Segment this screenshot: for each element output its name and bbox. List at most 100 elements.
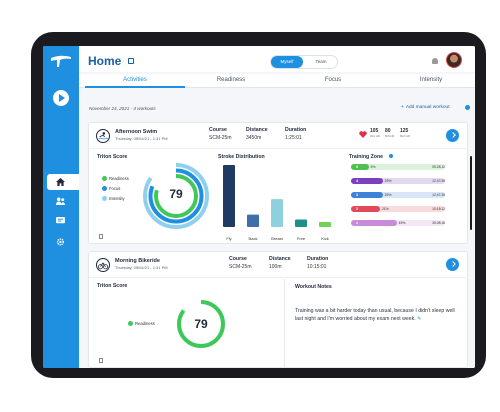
heart-icon [359, 131, 367, 138]
page-title: Home [88, 54, 122, 68]
stroke-bar-free [295, 219, 307, 227]
zone-time: 05:28:12 [432, 165, 445, 169]
zone-track [351, 164, 445, 170]
workout-datetime: Thursday, 05/04/21 - 1:31 PM [115, 265, 168, 270]
avatar[interactable] [446, 52, 462, 68]
gear-icon [56, 238, 65, 246]
zone-percent: 25% [384, 179, 392, 183]
training-zone-title: Training Zone [349, 154, 384, 160]
play-icon[interactable] [53, 90, 69, 106]
triton-score-title: Triton Score [97, 283, 128, 289]
add-manual-label: Add manual workout [405, 105, 450, 110]
stroke-bar-breast [271, 199, 283, 227]
chat-icon [56, 217, 65, 224]
users-icon [56, 197, 65, 205]
zone-percent: 25% [384, 193, 392, 197]
stroke-label-breast: Breast [271, 236, 283, 241]
triton-score-value: 79 [169, 187, 183, 201]
zone-percent: 45% [398, 221, 406, 225]
calendar-icon[interactable] [128, 58, 134, 64]
stroke-label-kick: Kick [321, 236, 329, 241]
legend-readiness[interactable]: Readiness [109, 176, 129, 181]
duration-label: Duration [307, 256, 329, 262]
zone-badge: 5 [351, 164, 369, 170]
plus-icon: + [401, 105, 404, 110]
legend-focus[interactable]: Focus [109, 186, 121, 191]
info-icon[interactable] [465, 105, 470, 110]
open-workout-button[interactable] [446, 258, 459, 271]
intensity-dot [102, 196, 107, 201]
distance-label: Distance [269, 256, 291, 262]
training-zone-row: 2 21% 10:18:12 [351, 206, 445, 212]
sidebar-item-home[interactable] [47, 174, 79, 190]
stroke-bar-kick [319, 222, 331, 227]
toggle-team[interactable]: Team [315, 59, 327, 64]
workout-notes-body: Training was a bit harder today than usu… [295, 308, 455, 322]
readiness-dot [128, 321, 133, 326]
home-icon [56, 178, 65, 186]
training-zone-list: 5 5% 05:28:12 4 25% 12:47:28 3 25% 12:47:28 2 21% 1… [351, 164, 445, 234]
tab-readiness[interactable]: Readiness [216, 77, 246, 83]
zone-track [351, 220, 445, 226]
course-value: SCM-25m [209, 135, 232, 141]
training-zone-row: 1 45% 35:08:18 [351, 220, 445, 226]
sidebar-item-messages[interactable] [43, 213, 79, 229]
workout-card-swim: Afternoon Swim Thursday, 05/04/21 - 1:31… [88, 122, 472, 244]
triton-score-ring [177, 300, 225, 348]
active-tab-indicator [85, 86, 185, 88]
triton-score-title: Triton Score [97, 154, 128, 160]
legend-intensity[interactable]: Intensity [109, 196, 125, 201]
zone-track [351, 178, 445, 184]
triton-score-rings [143, 163, 209, 229]
myself-team-toggle[interactable]: Myself Team [270, 55, 338, 69]
hr-max-label: MAX HR [400, 135, 411, 138]
workout-notes-text: Training was a bit harder today than usu… [295, 307, 460, 323]
bell-icon[interactable] [432, 58, 438, 64]
legend-readiness[interactable]: Readiness [135, 321, 155, 326]
duration-value: 10:15:01 [307, 264, 327, 270]
open-workout-button[interactable] [446, 129, 459, 142]
tab-intensity[interactable]: Intensity [419, 77, 443, 83]
zone-track [351, 192, 445, 198]
zone-badge: 3 [351, 192, 383, 198]
trash-icon[interactable] [99, 358, 103, 363]
hr-avg-value: 105 [370, 128, 379, 134]
main-content: Home Myself Team Activities Readiness Fo… [79, 46, 475, 368]
zone-info-icon[interactable] [389, 154, 393, 158]
workout-title: Morning Bikeride [115, 258, 160, 264]
sidebar-item-team[interactable] [43, 193, 79, 209]
training-zone-row: 3 25% 12:47:28 [351, 192, 445, 198]
workout-card-bike: Morning Bikeride Thursday, 05/04/21 - 1:… [88, 251, 469, 368]
zone-badge: 2 [351, 206, 380, 212]
zone-percent: 5% [370, 165, 376, 169]
edit-icon[interactable]: ✎ [417, 316, 422, 322]
workout-card-header: Afternoon Swim Thursday, 05/04/21 - 1:31… [89, 123, 469, 149]
stroke-bar-back [247, 214, 259, 227]
sidebar-item-settings[interactable] [43, 234, 79, 250]
stroke-distribution-chart: Fly Back Breast Free Kick [223, 165, 331, 241]
hr-min-label: MIN HR [385, 135, 395, 138]
readiness-dot [102, 176, 107, 181]
toggle-myself[interactable]: Myself [271, 56, 303, 68]
training-zone-row: 5 5% 05:28:12 [351, 164, 445, 170]
duration-value: 1:25:01 [285, 135, 302, 141]
tab-focus[interactable]: Focus [324, 77, 342, 83]
zone-badge: 4 [351, 178, 383, 184]
tab-bar: Activities Readiness Focus Intensity [79, 74, 475, 88]
workout-notes-panel: Workout Notes Training was a bit harder … [285, 279, 469, 367]
zone-percent: 21% [381, 207, 389, 211]
stroke-label-fly: Fly [226, 236, 231, 241]
swim-icon [96, 129, 110, 143]
tab-activities[interactable]: Activities [123, 77, 147, 83]
add-manual-workout-link[interactable]: + Add manual workout [401, 105, 450, 110]
course-value: SCM-25m [229, 264, 252, 270]
top-bar: Home Myself Team [79, 46, 475, 72]
focus-dot [102, 186, 107, 191]
scrollbar[interactable] [470, 156, 472, 230]
triton-logo-icon [51, 55, 71, 67]
distance-value: 3450m [246, 135, 262, 141]
workout-datetime: Thursday, 05/04/21 - 1:31 PM [115, 136, 168, 141]
course-label: Course [209, 127, 227, 133]
trash-icon[interactable] [99, 234, 103, 239]
workout-notes-title: Workout Notes [295, 284, 332, 290]
